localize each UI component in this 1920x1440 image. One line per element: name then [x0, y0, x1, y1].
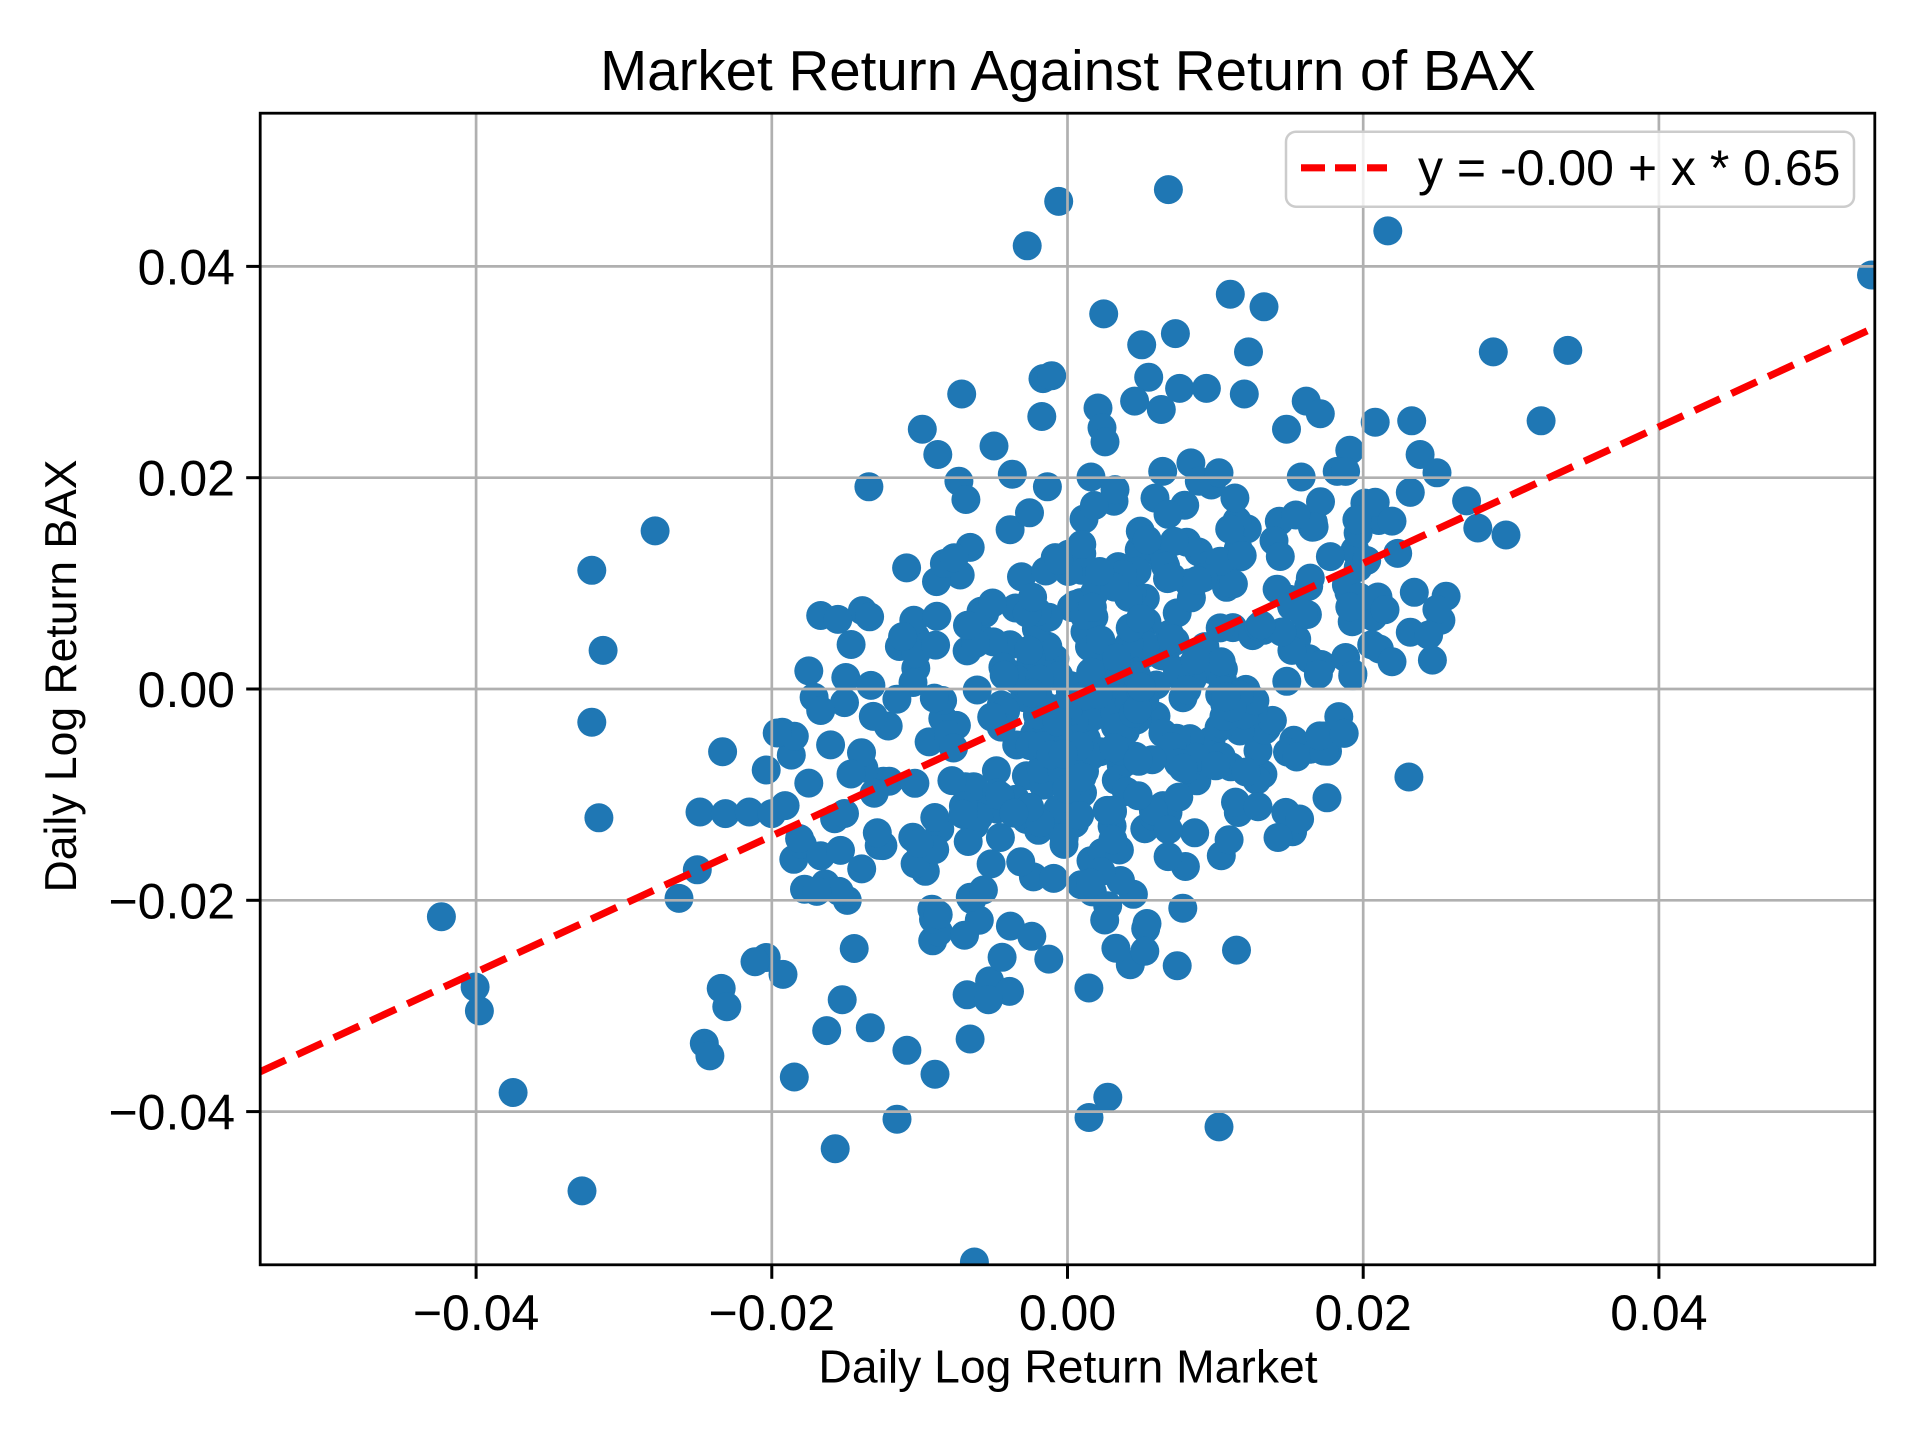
svg-text:0.04: 0.04: [1610, 1285, 1707, 1341]
svg-text:0.00: 0.00: [138, 662, 235, 718]
svg-text:−0.02: −0.02: [709, 1285, 836, 1341]
svg-text:−0.04: −0.04: [108, 1085, 235, 1141]
svg-text:Daily Log Return BAX: Daily Log Return BAX: [37, 460, 86, 893]
svg-text:−0.02: −0.02: [108, 873, 235, 929]
svg-text:0.00: 0.00: [1019, 1285, 1116, 1341]
svg-text:−0.04: −0.04: [413, 1285, 540, 1341]
svg-text:0.04: 0.04: [138, 239, 235, 295]
svg-text:Daily Log Return Market: Daily Log Return Market: [818, 1341, 1317, 1393]
svg-text:0.02: 0.02: [138, 451, 235, 507]
svg-text:0.02: 0.02: [1315, 1285, 1412, 1341]
svg-text:y = -0.00 + x * 0.65: y = -0.00 + x * 0.65: [1418, 140, 1841, 196]
svg-text:Market Return Against Return o: Market Return Against Return of BAX: [600, 39, 1536, 102]
